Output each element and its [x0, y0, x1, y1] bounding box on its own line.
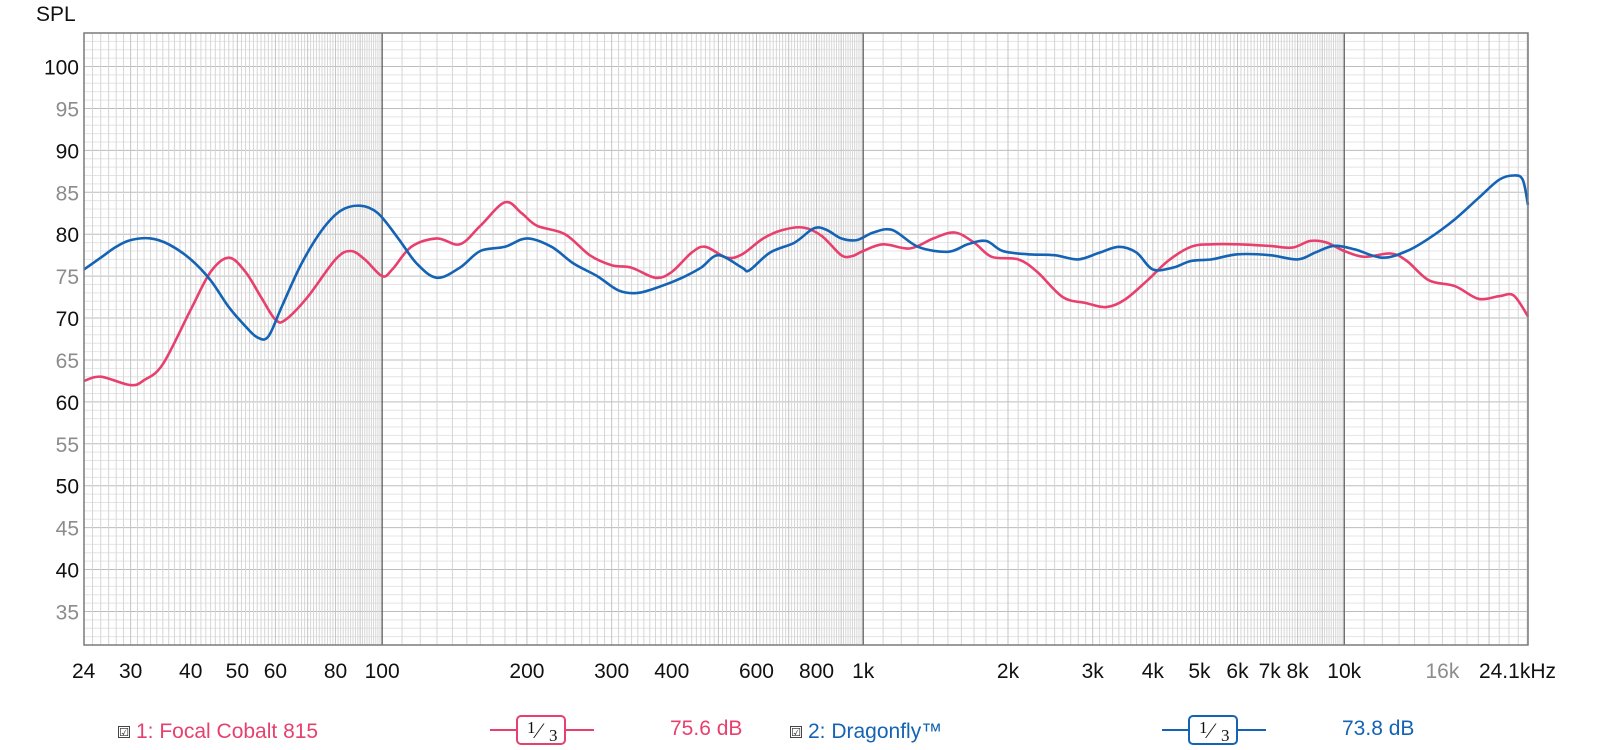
x-tick-label: 6k	[1226, 660, 1249, 683]
x-tick-label: 2k	[997, 660, 1020, 683]
x-tick-label: 200	[509, 660, 544, 683]
x-tick-label: 3k	[1082, 660, 1105, 683]
legend-item-series-2[interactable]: ☑ 2: Dragonfly™	[790, 717, 942, 747]
x-tick-label: 60	[264, 660, 287, 683]
series-2-smoothing-control[interactable]: 1 ⁄ 3	[1162, 713, 1266, 747]
x-tick-label: 10k	[1327, 660, 1361, 683]
y-tick-label: 95	[56, 98, 79, 121]
series-1-smoothing-denominator: 3	[549, 726, 558, 745]
series-1-label: 1: Focal Cobalt 815	[136, 720, 319, 743]
series-line-1	[83, 200, 1530, 387]
series-2-label: 2: Dragonfly™	[808, 720, 943, 743]
y-axis-ticks: 100 95 90 85 80 75 70 65 60 55 50 45 40 35	[44, 57, 79, 625]
x-tick-label: 16k	[1425, 660, 1459, 683]
x-axis-ticks: 24 30 40 50 60 80 100 200 300 400 600 800 1k 2k 3k 4k 5k…	[72, 660, 1556, 683]
legend-item-series-1[interactable]: ☑ 1: Focal Cobalt 815	[118, 717, 318, 747]
y-tick-label: 85	[56, 182, 79, 205]
series-1-smoothing-numerator: 1	[527, 718, 536, 737]
y-tick-label: 65	[56, 350, 79, 373]
x-tick-label: 80	[324, 660, 347, 683]
series-1-smoothing-control[interactable]: 1 ⁄ 3	[490, 713, 594, 747]
x-tick-label: 300	[594, 660, 629, 683]
y-tick-label: 75	[56, 266, 79, 289]
y-tick-label: 100	[44, 57, 79, 80]
series-1-checkbox[interactable]: ☑	[118, 726, 130, 739]
series-lines	[83, 174, 1530, 387]
y-tick-label: 40	[56, 560, 79, 583]
x-tick-label: 4k	[1142, 660, 1165, 683]
series-line-2	[83, 174, 1530, 341]
y-tick-label: 70	[56, 308, 79, 331]
series-2-smoothing-numerator: 1	[1199, 718, 1208, 737]
x-tick-label: 8k	[1287, 660, 1310, 683]
x-tick-label: 5k	[1188, 660, 1211, 683]
grid	[83, 32, 1528, 646]
x-tick-label: 24	[72, 660, 96, 683]
x-tick-label: 100	[365, 660, 400, 683]
y-tick-label: 45	[56, 518, 79, 541]
series-2-checkbox[interactable]: ☑	[790, 726, 802, 739]
y-tick-label: 90	[56, 140, 79, 163]
x-tick-label: 400	[654, 660, 689, 683]
y-tick-label: 80	[56, 224, 79, 247]
x-tick-label: 800	[799, 660, 834, 683]
x-tick-label: 7k	[1259, 660, 1282, 683]
x-tick-label: 24.1kHz	[1479, 660, 1556, 683]
series-2-average: 73.8 dB	[1342, 717, 1415, 740]
y-axis-label: SPL	[36, 3, 76, 26]
x-tick-label: 600	[739, 660, 774, 683]
y-tick-label: 50	[56, 476, 79, 499]
y-tick-label: 35	[56, 601, 79, 624]
x-tick-label: 50	[226, 660, 249, 683]
series-1-average: 75.6 dB	[670, 717, 743, 740]
series-2-smoothing-denominator: 3	[1221, 726, 1230, 745]
x-tick-label: 1k	[852, 660, 875, 683]
x-tick-label: 40	[179, 660, 202, 683]
y-tick-label: 55	[56, 434, 79, 457]
x-tick-label: 30	[119, 660, 142, 683]
plot-frame	[83, 32, 1529, 646]
y-tick-label: 60	[56, 392, 79, 415]
frequency-response-chart: SPL 100 95 90 85 80 75 70 65 60 55 50 45 40 35 24 30 40…	[36, 3, 1556, 683]
